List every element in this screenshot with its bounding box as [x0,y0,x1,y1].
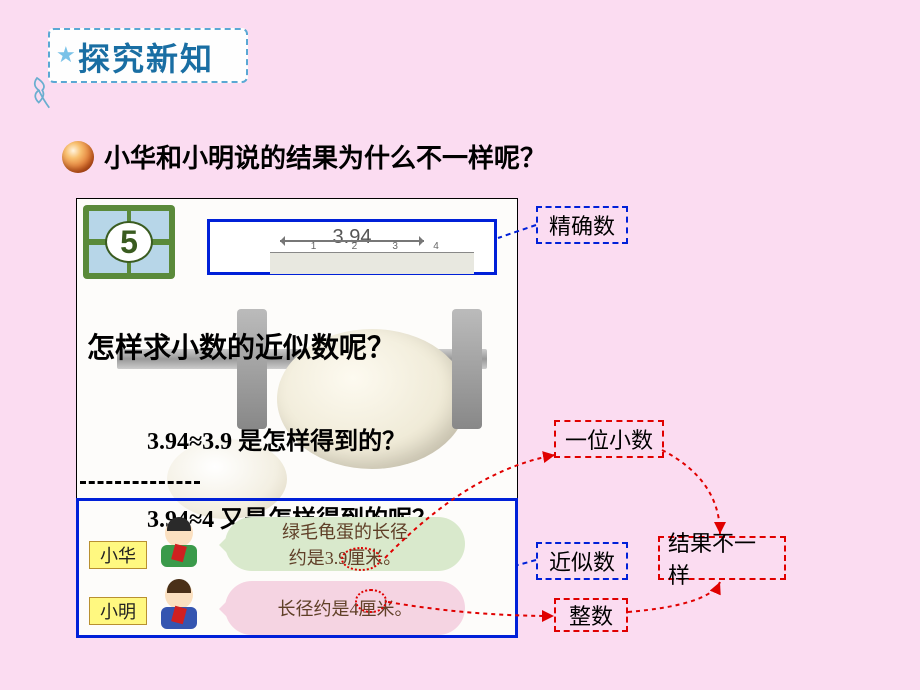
star-icon: ★ [56,42,76,68]
ruler-mark: 2 [352,241,358,252]
window-number: 5 [105,221,153,263]
section-title-badge: ★ 探究新知 [48,28,248,83]
main-question: 小华和小明说的结果为什么不一样呢？ [104,138,546,175]
main-question-row: 小华和小明说的结果为什么不一样呢？ [62,138,546,175]
section-title: 探究新知 [78,34,214,80]
ball-icon [62,141,94,173]
ruler-mark: 1 [311,241,317,252]
window-number-icon: 5 [83,205,175,279]
label-integer: 整数 [554,598,628,632]
panel-divider-dash [80,481,200,484]
bow-icon [30,72,65,112]
bottom-blue-frame [76,498,518,638]
ruler-mark: 4 [433,241,439,252]
ruler-icon: 1 2 3 4 [270,252,474,274]
ruler-mark: 3 [392,241,398,252]
label-one-decimal: 一位小数 [554,420,664,458]
label-precise-number: 精确数 [536,206,628,244]
overlay-question-2: 3.94≈3.9 是怎样得到的？ [147,421,406,456]
label-results-differ: 结果不一样 [658,536,786,580]
measurement-box: 3.94 1 2 3 4 [207,219,497,275]
label-approx-number: 近似数 [536,542,628,580]
overlay-question-1: 怎样求小数的近似数呢？ [87,326,395,366]
